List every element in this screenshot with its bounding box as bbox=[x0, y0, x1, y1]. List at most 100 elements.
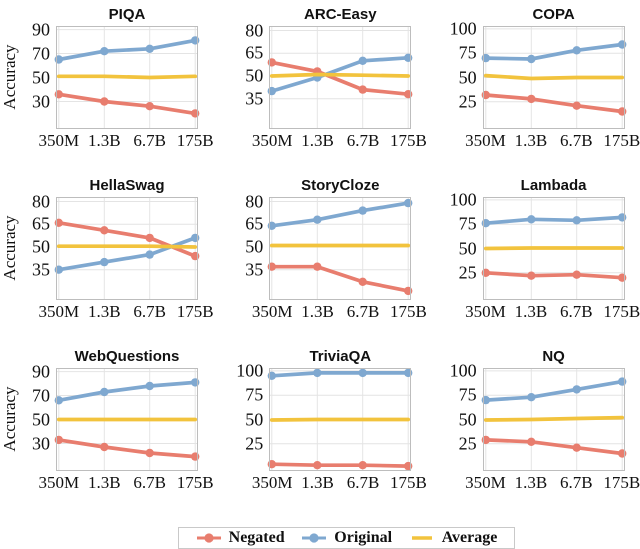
y-axis: 25 50 75 100 bbox=[427, 361, 483, 471]
chart-title: WebQuestions bbox=[74, 348, 180, 365]
x-tick-label: 1.3B bbox=[301, 473, 334, 492]
subplot-piqa: PIQA Accuracy 30 50 70 90 350M 1.3B 6.7B 175B bbox=[0, 0, 214, 171]
y-axis: 25 50 75 100 bbox=[427, 19, 483, 129]
x-tick-label: 1.3B bbox=[301, 131, 334, 150]
y-tick-label: 50 bbox=[458, 66, 477, 87]
legend: Negated Original Average bbox=[178, 527, 515, 549]
x-tick-label: 1.3B bbox=[87, 302, 121, 321]
chart-title: StoryCloze bbox=[301, 177, 380, 194]
x-tick-label: 350M bbox=[251, 131, 293, 150]
x-tick-labels: 350M 1.3B 6.7B 175B bbox=[39, 300, 214, 322]
x-tick-label: 350M bbox=[465, 302, 506, 321]
plot-row: Accuracy 30 50 70 90 350M 1.3B 6.7B 175B bbox=[0, 20, 214, 151]
plot-area: 350M 1.3B 6.7B 175B bbox=[252, 368, 427, 493]
original-marker-svg bbox=[302, 533, 327, 543]
plot-row: Accuracy 30 50 70 90 350M 1.3B 6.7B 175B bbox=[0, 362, 214, 493]
x-tick-label: 175B bbox=[176, 131, 214, 150]
plot-row: 25 50 75 100 350M 1.3B 6.7B 175B bbox=[213, 361, 427, 493]
x-tick-labels: 350M 1.3B 6.7B 175B bbox=[252, 129, 427, 151]
y-tick-labels: 35 50 65 80 bbox=[6, 192, 56, 300]
original-line-marker-icon bbox=[301, 532, 327, 544]
y-axis: Accuracy 35 50 65 80 bbox=[0, 192, 56, 300]
x-tick-label: 175B bbox=[603, 473, 640, 492]
legend-label: Negated bbox=[228, 529, 285, 546]
y-tick-label: 100 bbox=[449, 18, 477, 39]
y-tick-label: 80 bbox=[245, 190, 264, 211]
plot-area: 350M 1.3B 6.7B 175B bbox=[39, 26, 214, 151]
plot-area: 350M 1.3B 6.7B 175B bbox=[465, 26, 640, 151]
line-chart-svg bbox=[54, 197, 200, 300]
x-tick-label: 1.3B bbox=[301, 302, 334, 321]
y-tick-label: 100 bbox=[449, 189, 477, 210]
x-tick-label: 1.3B bbox=[87, 131, 121, 150]
y-tick-labels: 30 50 70 90 bbox=[6, 20, 56, 129]
subplot-nq: NQ 25 50 75 100 350M 1.3B 6.7B 175B bbox=[427, 342, 640, 513]
line-chart-svg bbox=[267, 197, 413, 300]
y-tick-label: 100 bbox=[449, 360, 477, 381]
average-marker-svg bbox=[411, 536, 432, 540]
charts-grid: PIQA Accuracy 30 50 70 90 350M 1.3B 6.7B 175B … bbox=[0, 0, 640, 513]
y-tick-label: 90 bbox=[32, 18, 50, 39]
x-tick-label: 175B bbox=[176, 302, 214, 321]
y-axis: 35 50 65 80 bbox=[213, 21, 269, 129]
x-tick-label: 6.7B bbox=[560, 131, 593, 150]
y-tick-labels: 25 50 75 100 bbox=[433, 190, 483, 300]
y-tick-label: 65 bbox=[245, 42, 264, 63]
y-axis: 25 50 75 100 bbox=[427, 190, 483, 300]
line-chart-svg bbox=[481, 197, 626, 300]
y-tick-label: 30 bbox=[32, 432, 50, 453]
negated-marker-svg bbox=[196, 533, 221, 543]
plot-row: 35 50 65 80 350M 1.3B 6.7B 175B bbox=[213, 21, 427, 151]
plot-area: 350M 1.3B 6.7B 175B bbox=[465, 368, 640, 493]
y-tick-label: 80 bbox=[245, 19, 264, 40]
subplot-copa: COPA 25 50 75 100 350M 1.3B 6.7B 175B bbox=[427, 0, 640, 171]
plot-row: 25 50 75 100 350M 1.3B 6.7B 175B bbox=[427, 361, 640, 493]
y-tick-label: 30 bbox=[32, 90, 50, 111]
subplot-lambada: Lambada 25 50 75 100 350M 1.3B 6.7B 175B bbox=[427, 171, 640, 342]
x-tick-label: 6.7B bbox=[560, 302, 593, 321]
chart-title: Lambada bbox=[520, 177, 587, 194]
x-tick-label: 6.7B bbox=[133, 302, 167, 321]
y-tick-label: 50 bbox=[245, 408, 264, 429]
x-tick-label: 175B bbox=[176, 473, 214, 492]
x-tick-label: 175B bbox=[390, 473, 427, 492]
x-tick-labels: 350M 1.3B 6.7B 175B bbox=[39, 471, 214, 493]
plot-row: 35 50 65 80 350M 1.3B 6.7B 175B bbox=[213, 192, 427, 322]
x-tick-label: 6.7B bbox=[133, 131, 167, 150]
x-tick-label: 350M bbox=[251, 473, 293, 492]
line-chart-svg bbox=[481, 368, 626, 471]
x-tick-label: 175B bbox=[390, 302, 427, 321]
y-axis: Accuracy 30 50 70 90 bbox=[0, 20, 56, 129]
y-tick-labels: 35 50 65 80 bbox=[219, 21, 269, 129]
x-tick-labels: 350M 1.3B 6.7B 175B bbox=[252, 300, 427, 322]
y-tick-labels: 30 50 70 90 bbox=[6, 362, 56, 471]
subplot-triviaqa: TriviaQA 25 50 75 100 350M 1.3B 6.7B 175B bbox=[213, 342, 427, 513]
x-tick-label: 350M bbox=[465, 131, 506, 150]
x-tick-label: 175B bbox=[603, 302, 640, 321]
chart-title: TriviaQA bbox=[309, 348, 372, 365]
x-tick-label: 350M bbox=[465, 473, 506, 492]
subplot-hellaswag: HellaSwag Accuracy 35 50 65 80 350M 1.3B 6.7B… bbox=[0, 171, 214, 342]
line-chart-svg bbox=[267, 368, 413, 471]
x-tick-labels: 350M 1.3B 6.7B 175B bbox=[465, 471, 640, 493]
y-tick-label: 70 bbox=[32, 384, 50, 405]
y-axis: 25 50 75 100 bbox=[213, 361, 269, 471]
average-line-icon bbox=[409, 532, 435, 544]
chart-title: ARC-Easy bbox=[304, 6, 377, 23]
subplot-webquestions: WebQuestions Accuracy 30 50 70 90 350M 1.3B 6… bbox=[0, 342, 214, 513]
y-tick-label: 50 bbox=[32, 236, 50, 257]
y-tick-labels: 25 50 75 100 bbox=[219, 361, 269, 471]
y-tick-label: 50 bbox=[245, 65, 264, 86]
y-tick-labels: 25 50 75 100 bbox=[433, 19, 483, 129]
chart-title: COPA bbox=[532, 6, 575, 23]
y-tick-label: 80 bbox=[32, 190, 50, 211]
y-tick-labels: 35 50 65 80 bbox=[219, 192, 269, 300]
y-tick-labels: 25 50 75 100 bbox=[433, 361, 483, 471]
y-tick-label: 50 bbox=[245, 236, 264, 257]
y-tick-label: 65 bbox=[32, 213, 50, 234]
legend-item-original: Original bbox=[301, 530, 392, 546]
legend-label: Average bbox=[441, 529, 498, 546]
legend-label: Original bbox=[334, 529, 393, 546]
y-tick-label: 50 bbox=[458, 237, 477, 258]
